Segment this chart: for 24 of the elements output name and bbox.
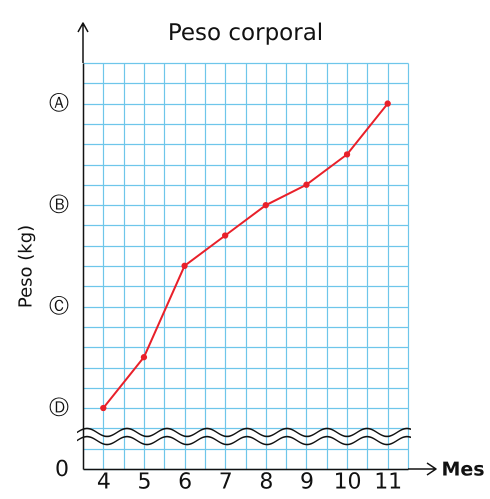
text: Ⓒ bbox=[49, 294, 69, 318]
x-tick-label: 10 bbox=[334, 470, 362, 494]
point bbox=[181, 262, 188, 269]
text: 0 bbox=[55, 457, 69, 482]
point bbox=[262, 202, 269, 208]
text: Ⓓ bbox=[49, 394, 69, 419]
x-tick-label: 9 bbox=[300, 470, 314, 494]
x-tick-label: 11 bbox=[374, 470, 402, 494]
point bbox=[140, 354, 148, 360]
point bbox=[384, 100, 391, 107]
point bbox=[303, 182, 310, 188]
y-axis-title: Peso (kg) bbox=[16, 224, 36, 308]
point bbox=[100, 404, 106, 412]
x-tick-label: 5 bbox=[137, 470, 152, 494]
point bbox=[344, 151, 350, 158]
x-axis-title: Mes bbox=[442, 458, 485, 480]
x-tick-label: 4 bbox=[96, 470, 111, 494]
x-tick-label: 8 bbox=[259, 470, 274, 494]
text: Ⓑ bbox=[49, 192, 69, 216]
point bbox=[222, 232, 228, 239]
chart-title: Peso corporal bbox=[168, 20, 324, 46]
x-tick-label: 7 bbox=[218, 470, 233, 494]
x-tick-label: 6 bbox=[178, 470, 192, 494]
text: Ⓐ bbox=[49, 90, 69, 115]
